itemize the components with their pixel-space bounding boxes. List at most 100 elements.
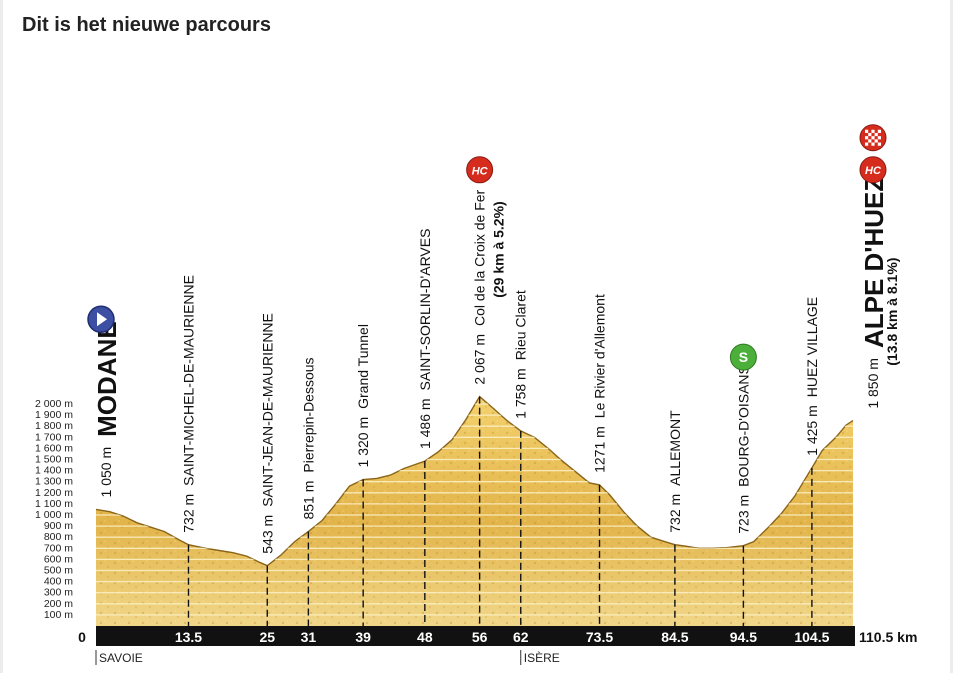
waypoint-label: 2 067 m Col de la Croix de Fer (29 km à 5.… <box>472 189 507 384</box>
place-name: SAINT-SORLIN-D'ARVES <box>417 229 433 391</box>
altitude-label: 732 m <box>667 494 683 533</box>
region-label: ISÈRE <box>524 650 560 665</box>
y-tick-label: 1 200 m <box>35 487 73 499</box>
hc-badge-circle <box>859 156 887 184</box>
x-end-label: 110.5 km <box>859 629 917 645</box>
y-tick-label: 500 m <box>44 565 73 577</box>
waypoint-label-text: 543 m SAINT-JEAN-DE-MAURIENNE <box>259 313 275 554</box>
place-name: ALLEMONT <box>667 410 683 486</box>
flag-square <box>877 142 881 146</box>
place-name: Pierrepin-Dessous <box>300 357 316 472</box>
altitude-label: 1 050 m <box>98 447 114 498</box>
flag-square <box>877 129 881 133</box>
y-tick-label: 300 m <box>44 587 73 599</box>
y-tick-label: 1 100 m <box>35 498 73 510</box>
waypoint-label-text: 1 320 m Grand Tunnel <box>355 324 371 467</box>
y-tick-label: 1 000 m <box>35 509 73 521</box>
waypoint-label-text: 732 m ALLEMONT <box>667 410 683 533</box>
region-label: SAVOIE <box>99 651 143 665</box>
flag-square <box>868 132 872 137</box>
play-icon <box>97 312 107 327</box>
km-tick-label: 25 <box>259 629 275 645</box>
flag-square <box>874 139 878 143</box>
place-name: HUEZ VILLAGE <box>804 297 820 397</box>
y-tick-label: 700 m <box>44 542 73 554</box>
y-tick-label: 2 000 m <box>35 398 73 410</box>
waypoint-label: 1 850 m ALPE D'HUEZ(13.8 km à 8.1%) <box>859 176 900 409</box>
waypoint-label-text: 1 758 m Rieu Claret <box>513 290 529 419</box>
waypoint-label: 1 320 m Grand Tunnel <box>355 324 371 467</box>
waypoint-label: 1 758 m Rieu Claret <box>513 290 529 419</box>
place-name-bold: MODANE <box>92 321 122 437</box>
altitude-label: 732 m <box>180 494 196 533</box>
waypoint-label-text: 1 050 m MODANE <box>92 321 122 497</box>
place-name: Rieu Claret <box>513 290 529 360</box>
place-name: SAINT-JEAN-DE-MAURIENNE <box>259 313 275 507</box>
place-name: BOURG-D'OISANS <box>735 365 751 487</box>
hc-badge-circle <box>466 156 494 184</box>
frame-right-border <box>950 0 953 673</box>
flag-square <box>871 129 875 133</box>
hc-badge-label: HC <box>865 165 882 177</box>
km-tick-label: 84.5 <box>661 629 688 645</box>
place-name: SAINT-MICHEL-DE-MAURIENNE <box>180 275 196 486</box>
waypoint-label: 732 m SAINT-MICHEL-DE-MAURIENNE <box>180 275 196 533</box>
climb-subtitle: (29 km à 5.2%) <box>491 201 507 298</box>
altitude-label: 1271 m <box>592 426 608 473</box>
waypoint-label: 732 m ALLEMONT <box>667 410 683 533</box>
waypoint-lines-group <box>187 396 813 626</box>
waypoint-label-text: 1271 m Le Rivier d'Allemont <box>592 294 608 473</box>
waypoint-label-text: 1 486 m SAINT-SORLIN-D'ARVES <box>417 229 433 450</box>
place-name: Le Rivier d'Allemont <box>592 294 608 418</box>
sprint-badge-label: S <box>739 349 748 365</box>
y-tick-label: 200 m <box>44 598 73 610</box>
waypoint-label: 723 m BOURG-D'OISANS <box>735 365 751 534</box>
y-tick-label: 800 m <box>44 531 73 543</box>
y-tick-label: 100 m <box>44 609 73 621</box>
km-axis-bar <box>96 626 855 646</box>
y-tick-label: 600 m <box>44 553 73 565</box>
place-name: Col de la Croix de Fer <box>472 189 488 326</box>
hc-badge-label: HC <box>472 165 489 177</box>
y-tick-label: 900 m <box>44 520 73 532</box>
profile-outline <box>95 395 854 567</box>
flag-square <box>877 136 881 140</box>
place-name: Grand Tunnel <box>355 324 371 409</box>
y-tick-label: 1 300 m <box>35 476 73 488</box>
altitude-label: 1 320 m <box>355 417 371 468</box>
flag-square <box>865 142 869 146</box>
altitude-label: 723 m <box>735 495 751 534</box>
km-tick-label: 13.5 <box>175 629 202 645</box>
y-tick-label: 1 900 m <box>35 409 73 421</box>
x-axis-group: 0 110.5 km 13.5 25 31 39 48 56 62 73.5 84.5 94.5 104… <box>78 626 917 646</box>
km-tick-label: 62 <box>513 629 529 645</box>
flag-square <box>871 142 875 146</box>
waypoint-label-text: 732 m SAINT-MICHEL-DE-MAURIENNE <box>180 275 196 533</box>
altitude-label: 851 m <box>300 481 316 520</box>
km-tick-label: 94.5 <box>730 629 757 645</box>
altitude-label: 2 067 m <box>472 334 488 385</box>
y-tick-label: 1 500 m <box>35 454 73 466</box>
altitude-label: 1 758 m <box>513 368 529 419</box>
km-tick-label: 31 <box>301 629 317 645</box>
frame-left-border <box>0 0 3 673</box>
flag-square <box>865 136 869 140</box>
flag-square <box>874 132 878 137</box>
waypoint-label: 1 486 m SAINT-SORLIN-D'ARVES <box>417 229 433 450</box>
altitude-label: 543 m <box>259 515 275 554</box>
regions-group: SAVOIE ISÈRE <box>95 650 560 665</box>
place-name-bold: ALPE D'HUEZ <box>859 176 889 348</box>
waypoint-label: 1271 m Le Rivier d'Allemont <box>592 294 608 473</box>
badges-group: HC S HC <box>87 124 887 371</box>
waypoint-label: 851 m Pierrepin-Dessous <box>300 357 316 519</box>
waypoint-label: 1 050 m MODANE <box>92 321 122 497</box>
km-tick-label: 39 <box>355 629 371 645</box>
km-tick-label: 104.5 <box>794 629 829 645</box>
flag-square <box>871 136 875 140</box>
y-tick-label: 1 400 m <box>35 465 73 477</box>
altitude-label: 1 850 m <box>865 358 881 409</box>
flag-square <box>868 139 872 143</box>
waypoint-label-text: 1 425 m HUEZ VILLAGE <box>804 297 820 456</box>
